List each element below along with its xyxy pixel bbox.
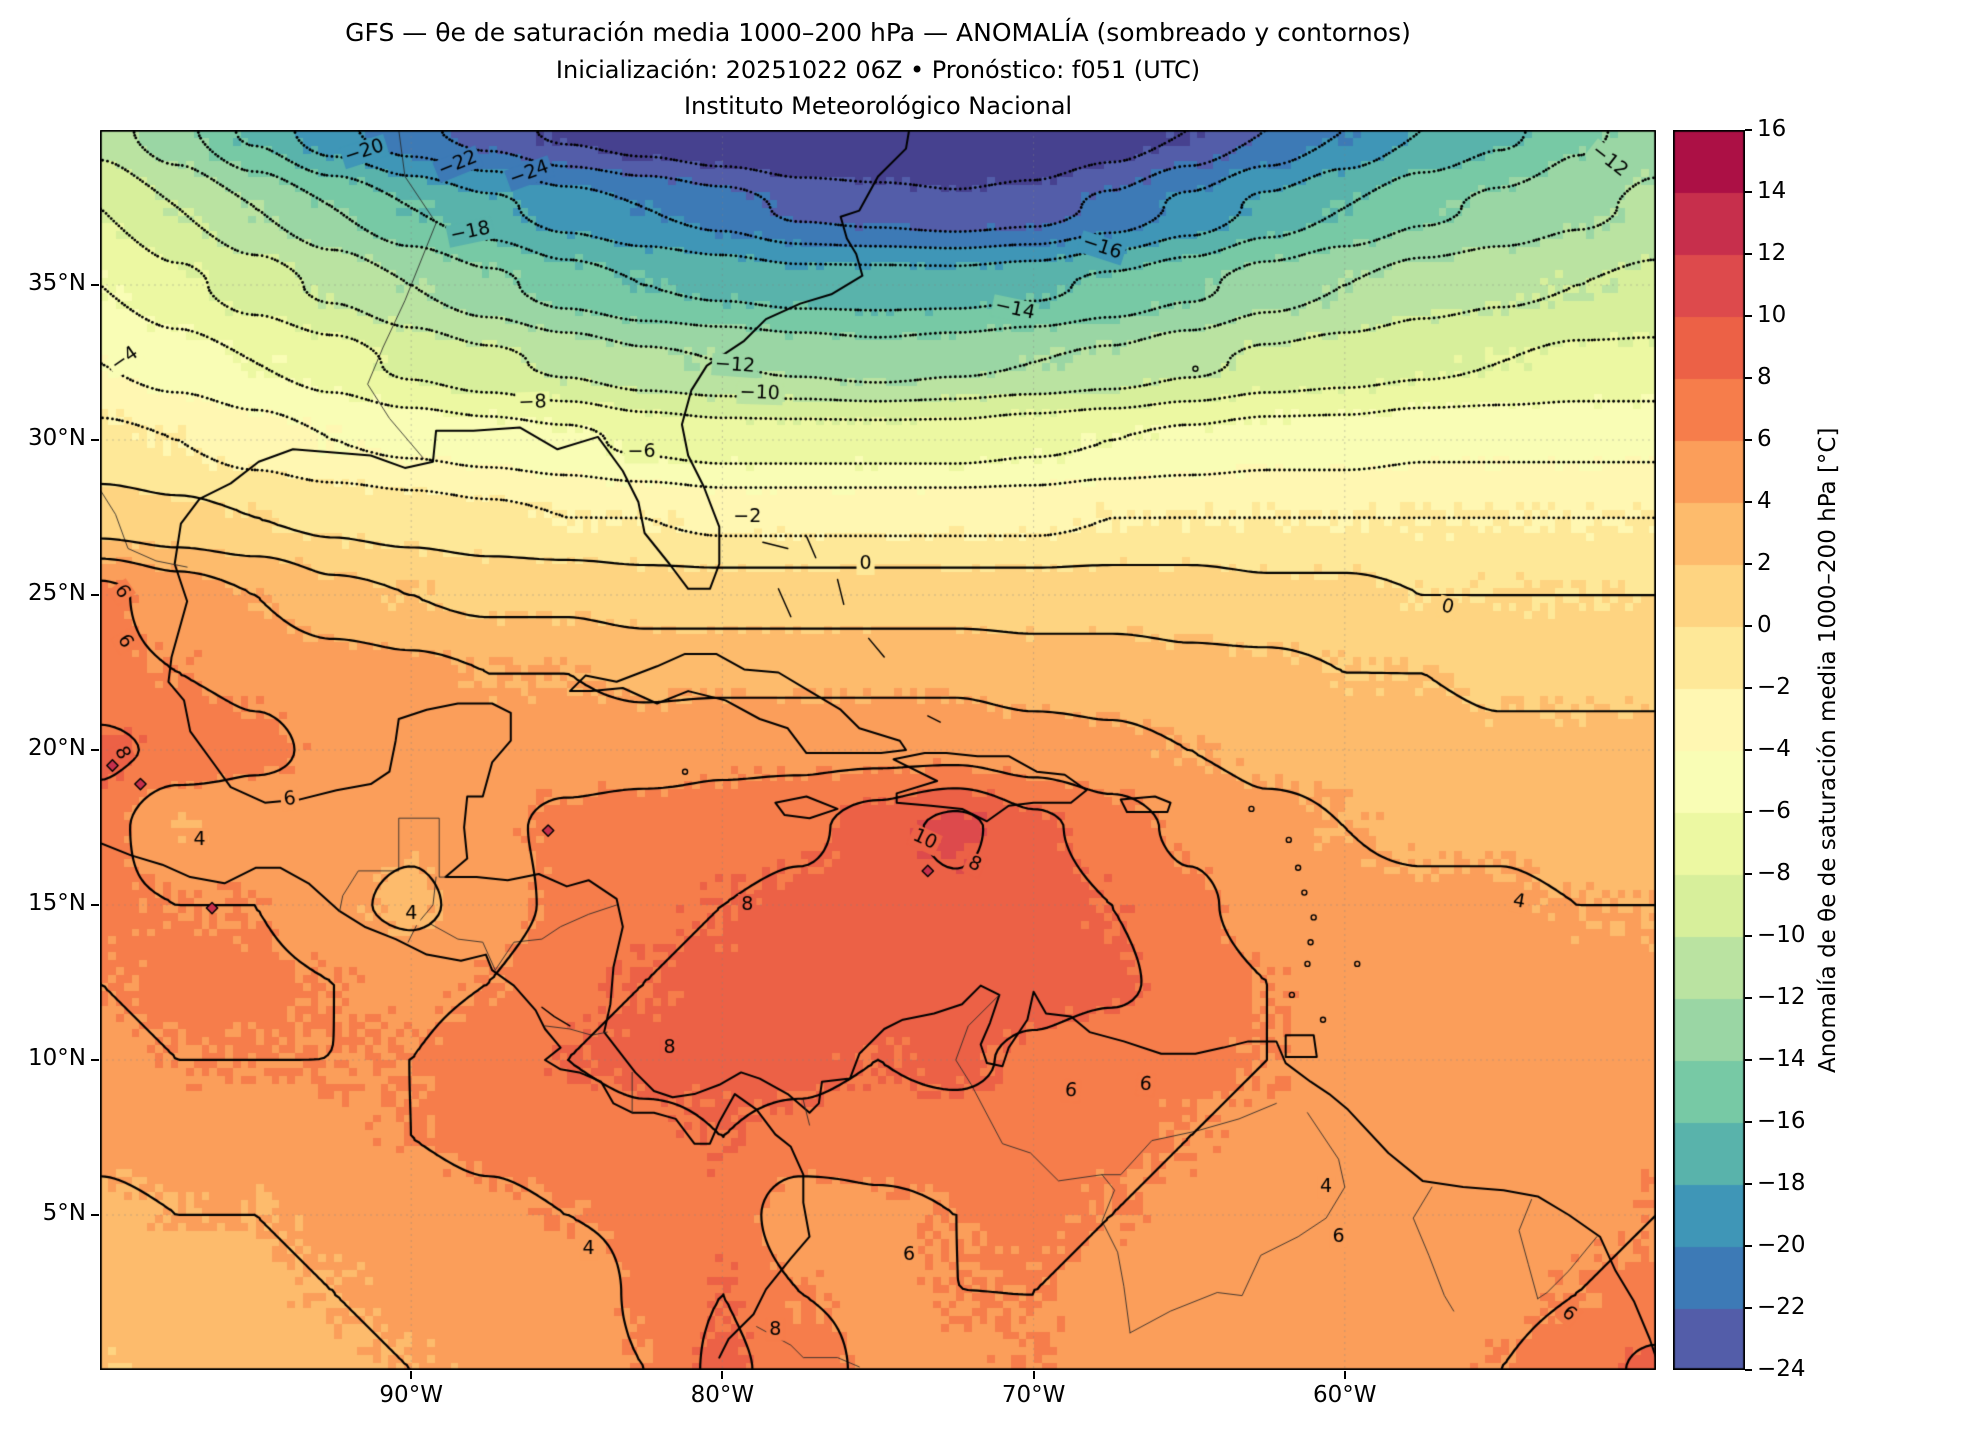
colorbar-tick-mark bbox=[1745, 1183, 1752, 1185]
colorbar-tick-label: −24 bbox=[1757, 1356, 1806, 1382]
y-tick-label: 15°N bbox=[28, 890, 86, 916]
colorbar-tick-mark bbox=[1745, 749, 1752, 751]
colorbar-tick-label: −22 bbox=[1757, 1294, 1806, 1320]
x-tick-mark bbox=[721, 1371, 724, 1379]
colorbar bbox=[1673, 130, 1745, 1370]
colorbar-tick-label: 0 bbox=[1757, 612, 1772, 638]
colorbar-tick-mark bbox=[1745, 315, 1752, 317]
y-tick-label: 10°N bbox=[28, 1045, 86, 1071]
colorbar-tick-mark bbox=[1745, 439, 1752, 441]
colorbar-tick-mark bbox=[1745, 1121, 1752, 1123]
y-tick-label: 25°N bbox=[28, 580, 86, 606]
colorbar-tick-mark bbox=[1745, 253, 1752, 255]
colorbar-tick-label: −16 bbox=[1757, 1108, 1806, 1134]
x-tick-mark bbox=[1343, 1371, 1346, 1379]
x-tick-mark bbox=[1032, 1371, 1035, 1379]
colorbar-tick-mark bbox=[1745, 563, 1752, 565]
colorbar-tick-label: 4 bbox=[1757, 488, 1772, 514]
colorbar-tick-mark bbox=[1745, 501, 1752, 503]
x-tick-mark bbox=[410, 1371, 413, 1379]
colorbar-tick-mark bbox=[1745, 377, 1752, 379]
colorbar-tick-mark bbox=[1745, 997, 1752, 999]
colorbar-tick-label: −18 bbox=[1757, 1170, 1806, 1196]
y-tick-mark bbox=[91, 749, 99, 751]
colorbar-tick-mark bbox=[1745, 191, 1752, 193]
y-tick-mark bbox=[91, 594, 99, 596]
y-tick-label: 20°N bbox=[28, 735, 86, 761]
x-tick-label: 90°W bbox=[379, 1382, 443, 1408]
chart-institution: Instituto Meteorológico Nacional bbox=[683, 92, 1073, 120]
chart-subtitle: Inicialización: 20251022 06Z • Pronóstic… bbox=[555, 56, 1201, 84]
y-tick-mark bbox=[91, 1059, 99, 1061]
colorbar-tick-label: −20 bbox=[1757, 1232, 1806, 1258]
colorbar-tick-label: −8 bbox=[1757, 860, 1791, 886]
colorbar-tick-mark bbox=[1745, 625, 1752, 627]
colorbar-tick-label: 8 bbox=[1757, 364, 1772, 390]
colorbar-tick-label: −12 bbox=[1757, 984, 1806, 1010]
x-tick-label: 60°W bbox=[1313, 1382, 1377, 1408]
y-tick-label: 5°N bbox=[42, 1200, 86, 1226]
colorbar-tick-label: −10 bbox=[1757, 922, 1806, 948]
colorbar-tick-mark bbox=[1745, 1245, 1752, 1247]
colorbar-tick-label: 6 bbox=[1757, 426, 1772, 452]
y-tick-label: 35°N bbox=[28, 270, 86, 296]
y-tick-mark bbox=[91, 904, 99, 906]
colorbar-tick-mark bbox=[1745, 811, 1752, 813]
y-tick-label: 30°N bbox=[28, 425, 86, 451]
colorbar-tick-label: −6 bbox=[1757, 798, 1791, 824]
colorbar-tick-mark bbox=[1745, 935, 1752, 937]
colorbar-tick-mark bbox=[1745, 687, 1752, 689]
colorbar-tick-mark bbox=[1745, 129, 1752, 131]
colorbar-tick-mark bbox=[1745, 1307, 1752, 1309]
y-tick-mark bbox=[91, 284, 99, 286]
colorbar-tick-label: 14 bbox=[1757, 178, 1787, 204]
colorbar-tick-label: 10 bbox=[1757, 302, 1787, 328]
colorbar-tick-label: −14 bbox=[1757, 1046, 1806, 1072]
x-tick-label: 70°W bbox=[1001, 1382, 1066, 1408]
chart-title: GFS — θe de saturación media 1000–200 hP… bbox=[345, 18, 1411, 47]
colorbar-tick-label: −2 bbox=[1757, 674, 1791, 700]
colorbar-tick-label: 2 bbox=[1757, 550, 1772, 576]
y-tick-mark bbox=[91, 1214, 99, 1216]
colorbar-tick-mark bbox=[1745, 1059, 1752, 1061]
x-tick-label: 80°W bbox=[690, 1382, 755, 1408]
colorbar-tick-label: −4 bbox=[1757, 736, 1791, 762]
anomaly-map-canvas bbox=[100, 130, 1656, 1370]
colorbar-tick-label: 16 bbox=[1757, 116, 1787, 142]
colorbar-tick-label: 12 bbox=[1757, 240, 1787, 266]
y-tick-mark bbox=[91, 439, 99, 441]
colorbar-tick-mark bbox=[1745, 873, 1752, 875]
colorbar-tick-mark bbox=[1745, 1369, 1752, 1371]
